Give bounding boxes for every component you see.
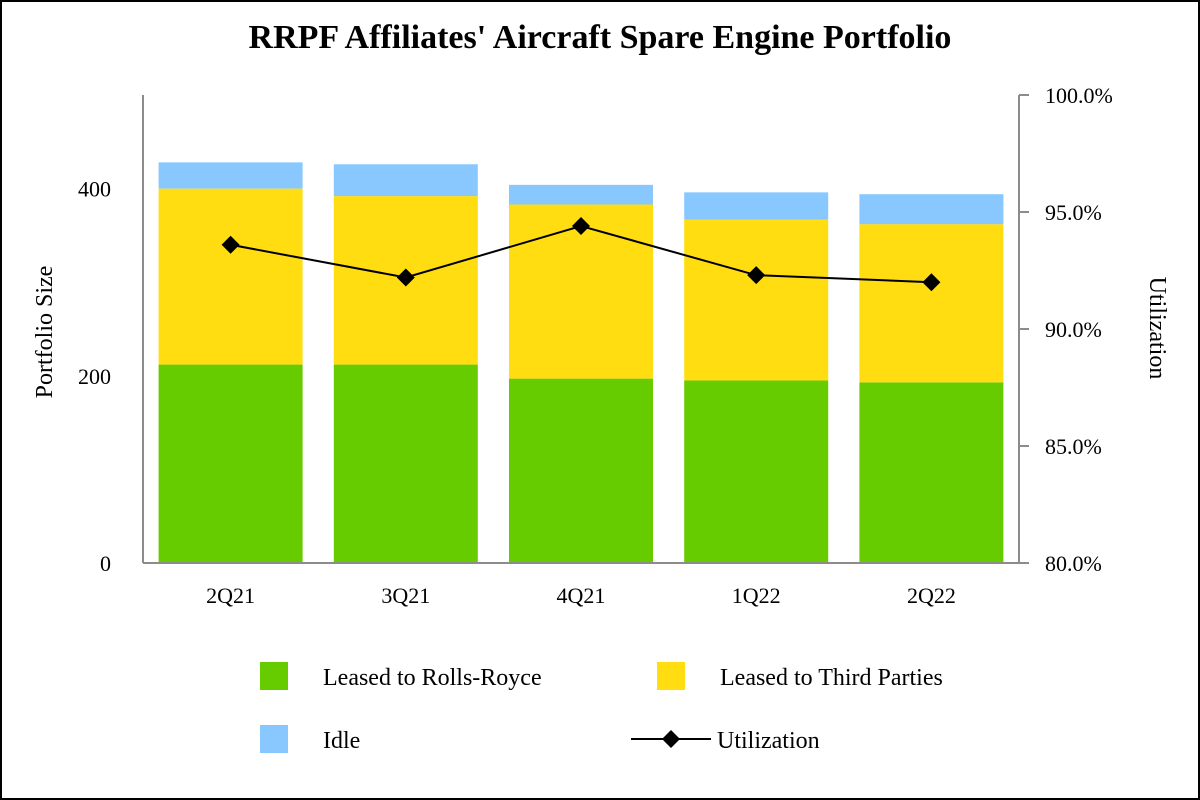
bar-idle-3q21 (333, 164, 478, 197)
bar-leased-to-third-parties-2q22 (859, 224, 1004, 383)
x-tick-label: 2Q21 (206, 583, 255, 608)
legend-swatch-idle (260, 725, 288, 753)
y-axis-title: Portfolio Size (32, 266, 58, 399)
bar-leased-to-rolls-royce-4q21 (509, 378, 653, 563)
bar-idle-1q22 (684, 192, 829, 220)
x-tick-label: 3Q21 (381, 583, 430, 608)
utilization-point-2q21 (221, 235, 240, 254)
bar-leased-to-rolls-royce-1q22 (684, 380, 829, 563)
ticks-layer: 0 200 400 80.0% 85.0% 90.0% 95.0% 100.0% 2Q21 3Q2… (78, 83, 1113, 608)
bar-idle-2q22 (859, 194, 1004, 225)
legend-label-leased-to-third-parties: Leased to Third Parties (720, 665, 943, 691)
legend-swatch-leased-to-third-parties (657, 662, 685, 690)
utilization-point-2q22 (922, 273, 941, 292)
legend-marker-utilization (662, 730, 680, 748)
legend-item-leased-to-rolls-royce: Leased to Rolls-Royce (260, 662, 542, 691)
y2-tick-label: 85.0% (1045, 434, 1102, 459)
utilization-point-3q21 (396, 268, 415, 287)
legend: Leased to Rolls-Royce Leased to Third Par… (260, 662, 943, 754)
axes-layer (142, 94, 1029, 564)
legend-swatch-leased-to-rolls-royce (260, 662, 288, 690)
legend-label-utilization: Utilization (717, 728, 820, 754)
bar-idle-4q21 (509, 184, 653, 205)
chart-title: RRPF Affiliates' Aircraft Spare Engine P… (249, 19, 952, 56)
x-tick-label: 2Q22 (907, 583, 956, 608)
utilization-point-1q22 (747, 266, 766, 285)
legend-item-leased-to-third-parties: Leased to Third Parties (657, 662, 943, 691)
bar-leased-to-third-parties-2q21 (158, 188, 303, 365)
legend-label-leased-to-rolls-royce: Leased to Rolls-Royce (323, 665, 542, 691)
bar-leased-to-rolls-royce-3q21 (333, 364, 478, 563)
x-tick-label: 1Q22 (732, 583, 781, 608)
bar-leased-to-rolls-royce-2q22 (859, 382, 1004, 563)
bar-leased-to-third-parties-1q22 (684, 219, 829, 381)
utilization-line-layer (221, 217, 941, 292)
bar-idle-2q21 (158, 162, 303, 189)
y2-axis-title: Utilization (1144, 277, 1170, 380)
legend-label-idle: Idle (323, 728, 360, 754)
legend-item-utilization: Utilization (631, 728, 820, 754)
y2-tick-label: 95.0% (1045, 200, 1102, 225)
x-tick-label: 4Q21 (557, 583, 606, 608)
utilization-point-4q21 (572, 217, 590, 236)
y-tick-label: 400 (78, 177, 111, 202)
bar-leased-to-rolls-royce-2q21 (158, 364, 303, 563)
y2-tick-label: 90.0% (1045, 317, 1102, 342)
y-tick-label: 0 (100, 551, 111, 576)
y-tick-label: 200 (78, 364, 111, 389)
y2-tick-label: 80.0% (1045, 551, 1102, 576)
legend-item-idle: Idle (260, 725, 360, 754)
y2-tick-label: 100.0% (1045, 83, 1113, 108)
